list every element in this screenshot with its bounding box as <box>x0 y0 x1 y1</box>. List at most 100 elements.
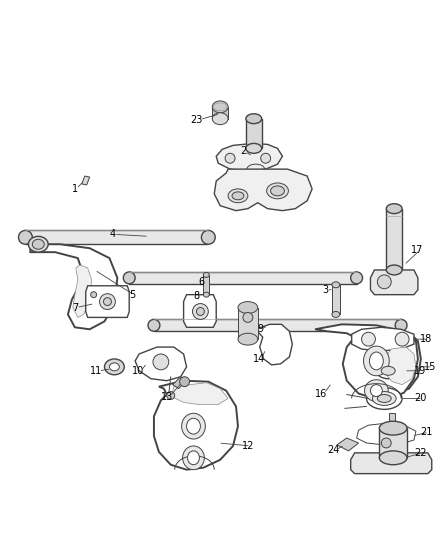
Text: 10: 10 <box>132 366 145 376</box>
Ellipse shape <box>364 379 388 401</box>
Text: 11: 11 <box>90 366 102 376</box>
Polygon shape <box>357 423 416 445</box>
Ellipse shape <box>332 282 340 288</box>
Polygon shape <box>30 244 117 329</box>
Text: 7: 7 <box>72 303 78 312</box>
Bar <box>154 319 401 331</box>
Text: 15: 15 <box>424 362 436 372</box>
Circle shape <box>243 312 253 322</box>
Ellipse shape <box>182 413 205 439</box>
Polygon shape <box>86 286 129 318</box>
Ellipse shape <box>232 192 244 200</box>
Polygon shape <box>337 438 359 451</box>
Ellipse shape <box>371 385 382 397</box>
Circle shape <box>261 154 271 163</box>
Text: 20: 20 <box>414 393 426 403</box>
Ellipse shape <box>367 387 402 409</box>
Ellipse shape <box>267 183 288 199</box>
Bar <box>129 272 357 284</box>
Ellipse shape <box>370 352 383 370</box>
Ellipse shape <box>183 446 205 470</box>
Polygon shape <box>351 453 432 474</box>
Ellipse shape <box>123 272 135 284</box>
Text: 8: 8 <box>194 290 200 301</box>
Polygon shape <box>383 347 416 385</box>
Ellipse shape <box>378 394 391 402</box>
Bar <box>212 107 228 119</box>
Polygon shape <box>256 325 292 365</box>
Polygon shape <box>315 325 418 399</box>
Bar <box>238 308 258 339</box>
Bar <box>246 119 261 148</box>
Polygon shape <box>82 176 90 185</box>
Ellipse shape <box>18 230 32 244</box>
Bar <box>25 230 208 244</box>
Text: 2: 2 <box>240 147 246 156</box>
Text: 13: 13 <box>161 392 173 401</box>
Ellipse shape <box>379 451 407 465</box>
Ellipse shape <box>332 311 340 318</box>
Text: 12: 12 <box>242 441 254 451</box>
Circle shape <box>99 294 115 310</box>
Ellipse shape <box>351 272 363 284</box>
Ellipse shape <box>238 333 258 345</box>
Polygon shape <box>135 347 187 381</box>
Ellipse shape <box>110 363 119 371</box>
Ellipse shape <box>212 113 228 125</box>
Ellipse shape <box>271 186 284 196</box>
Text: 23: 23 <box>191 115 203 125</box>
Polygon shape <box>214 169 312 211</box>
Polygon shape <box>73 265 92 318</box>
Circle shape <box>381 438 391 448</box>
Text: 3: 3 <box>322 285 328 295</box>
Text: 14: 14 <box>253 354 265 364</box>
Circle shape <box>167 392 175 399</box>
Polygon shape <box>216 143 283 171</box>
Ellipse shape <box>203 272 209 277</box>
Polygon shape <box>371 270 418 295</box>
Polygon shape <box>154 381 238 470</box>
Ellipse shape <box>187 451 199 465</box>
Text: 19: 19 <box>414 366 426 376</box>
Bar <box>332 285 340 314</box>
Text: 18: 18 <box>420 334 432 344</box>
Circle shape <box>197 308 205 316</box>
Ellipse shape <box>246 114 261 124</box>
Ellipse shape <box>372 392 396 406</box>
Ellipse shape <box>395 319 407 331</box>
Text: 5: 5 <box>129 289 135 300</box>
Ellipse shape <box>379 421 407 435</box>
Text: 6: 6 <box>198 277 205 287</box>
Circle shape <box>361 332 375 346</box>
Circle shape <box>91 292 97 297</box>
Circle shape <box>153 354 169 370</box>
Circle shape <box>103 297 111 305</box>
Text: 24: 24 <box>327 445 339 455</box>
Ellipse shape <box>213 103 227 111</box>
Circle shape <box>192 304 208 319</box>
Ellipse shape <box>148 319 160 331</box>
Polygon shape <box>374 334 421 393</box>
Ellipse shape <box>228 189 248 203</box>
Ellipse shape <box>364 346 389 376</box>
Ellipse shape <box>386 265 402 275</box>
Ellipse shape <box>376 363 400 379</box>
Polygon shape <box>172 383 228 405</box>
Polygon shape <box>184 295 216 327</box>
Polygon shape <box>173 377 187 389</box>
Ellipse shape <box>381 366 395 375</box>
Bar <box>379 428 407 458</box>
Text: 22: 22 <box>414 448 427 458</box>
Bar <box>203 275 209 295</box>
Text: 16: 16 <box>315 389 327 399</box>
Ellipse shape <box>212 101 228 113</box>
Bar <box>386 208 402 270</box>
Ellipse shape <box>201 230 215 244</box>
Circle shape <box>225 154 235 163</box>
Ellipse shape <box>203 292 209 297</box>
Ellipse shape <box>32 239 44 249</box>
Text: 17: 17 <box>411 245 424 255</box>
Text: 21: 21 <box>420 427 432 437</box>
Circle shape <box>395 332 409 346</box>
Ellipse shape <box>386 204 402 214</box>
